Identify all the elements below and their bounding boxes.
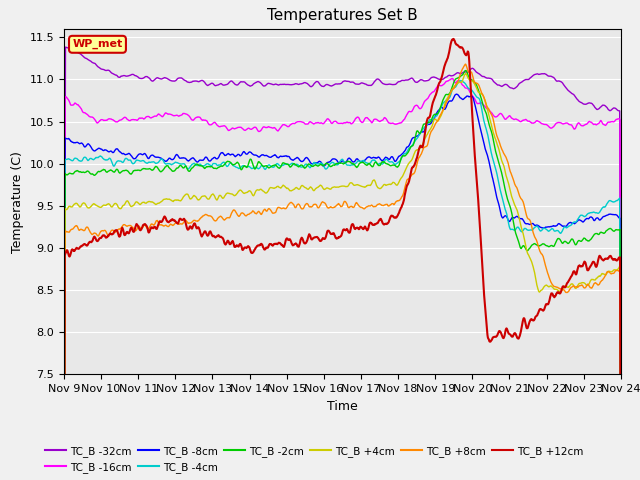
TC_B -4cm	[318, 160, 326, 166]
TC_B -4cm	[457, 78, 465, 84]
TC_B +8cm	[377, 202, 385, 207]
Legend: TC_B -32cm, TC_B -16cm, TC_B -8cm, TC_B -4cm, TC_B -2cm, TC_B +4cm, TC_B +8cm, T: TC_B -32cm, TC_B -16cm, TC_B -8cm, TC_B …	[41, 442, 588, 477]
TC_B -2cm	[308, 163, 316, 169]
Title: Temperatures Set B: Temperatures Set B	[267, 9, 418, 24]
TC_B +8cm	[318, 200, 326, 205]
TC_B -16cm	[103, 117, 111, 123]
TC_B -4cm	[296, 164, 304, 170]
TC_B +8cm	[103, 231, 111, 237]
TC_B +4cm	[103, 202, 111, 207]
TC_B -2cm	[126, 170, 134, 176]
TC_B -2cm	[377, 161, 385, 167]
Line: TC_B -2cm: TC_B -2cm	[64, 71, 621, 480]
TC_B -32cm	[61, 44, 69, 50]
TC_B -16cm	[318, 120, 326, 126]
TC_B +8cm	[308, 204, 316, 210]
TC_B -32cm	[378, 79, 385, 85]
TC_B -2cm	[318, 162, 326, 168]
TC_B -2cm	[462, 68, 470, 73]
Line: TC_B +8cm: TC_B +8cm	[64, 64, 621, 480]
TC_B -8cm	[103, 148, 111, 154]
TC_B -16cm	[617, 413, 625, 419]
X-axis label: Time: Time	[327, 400, 358, 413]
TC_B -32cm	[126, 72, 134, 78]
TC_B -16cm	[126, 118, 134, 123]
TC_B -4cm	[103, 157, 111, 163]
TC_B +12cm	[103, 234, 111, 240]
TC_B -8cm	[126, 151, 134, 157]
TC_B -8cm	[308, 161, 316, 167]
TC_B -4cm	[126, 157, 134, 163]
Line: TC_B -8cm: TC_B -8cm	[64, 94, 621, 480]
Text: WP_met: WP_met	[72, 39, 123, 49]
Line: TC_B -32cm: TC_B -32cm	[64, 47, 621, 480]
TC_B -2cm	[103, 169, 111, 175]
TC_B +12cm	[377, 216, 385, 222]
TC_B -4cm	[308, 163, 316, 168]
TC_B +12cm	[318, 237, 326, 242]
TC_B -16cm	[308, 120, 316, 126]
TC_B -32cm	[297, 81, 305, 87]
TC_B +4cm	[126, 202, 134, 207]
TC_B -16cm	[449, 75, 456, 81]
TC_B +4cm	[377, 185, 385, 191]
TC_B -8cm	[452, 91, 460, 97]
Y-axis label: Temperature (C): Temperature (C)	[11, 151, 24, 252]
TC_B -8cm	[617, 478, 625, 480]
TC_B -8cm	[377, 157, 385, 163]
TC_B -32cm	[617, 444, 625, 450]
TC_B -32cm	[308, 83, 316, 89]
TC_B +12cm	[126, 228, 134, 234]
TC_B +8cm	[461, 61, 469, 67]
TC_B -2cm	[296, 163, 304, 168]
TC_B +4cm	[462, 71, 470, 76]
TC_B -32cm	[104, 67, 111, 73]
Line: TC_B -4cm: TC_B -4cm	[64, 81, 621, 480]
TC_B +4cm	[308, 185, 316, 191]
TC_B -4cm	[377, 160, 385, 166]
TC_B +8cm	[126, 222, 134, 228]
TC_B +12cm	[308, 237, 316, 242]
TC_B +12cm	[296, 239, 304, 244]
Line: TC_B +12cm: TC_B +12cm	[64, 39, 621, 480]
Line: TC_B +4cm: TC_B +4cm	[64, 73, 621, 480]
TC_B -16cm	[377, 118, 385, 124]
Line: TC_B -16cm: TC_B -16cm	[64, 78, 621, 480]
TC_B -32cm	[318, 84, 326, 89]
TC_B +4cm	[296, 185, 304, 191]
TC_B -8cm	[318, 161, 326, 167]
TC_B +12cm	[449, 36, 457, 42]
TC_B +4cm	[318, 183, 326, 189]
TC_B -8cm	[296, 157, 304, 163]
TC_B -16cm	[296, 119, 304, 124]
TC_B +8cm	[296, 204, 304, 209]
